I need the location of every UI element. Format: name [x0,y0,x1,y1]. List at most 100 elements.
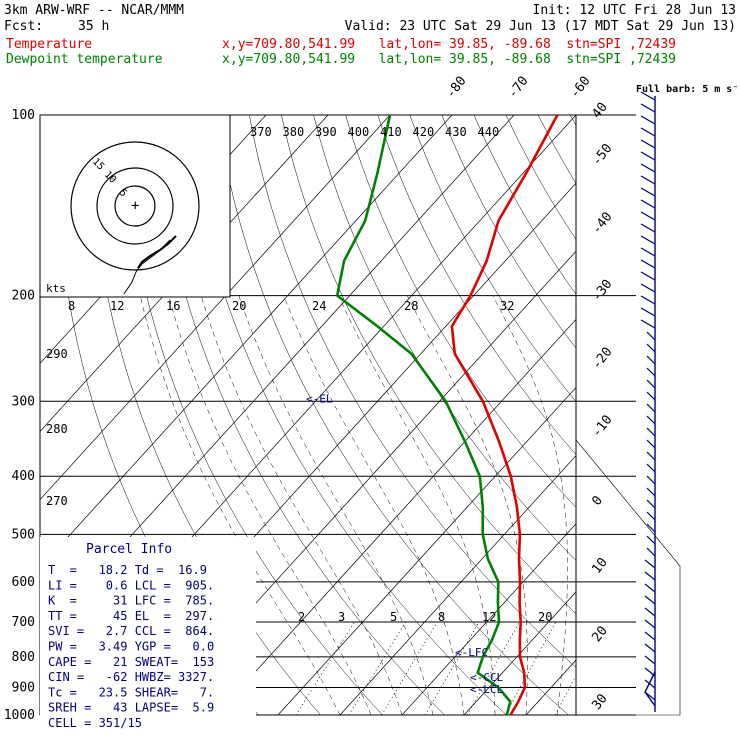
mixing-ratio-line [295,621,355,715]
model-name: 3km ARW-WRF -- NCAR/MMM [4,3,185,18]
pressure-tick-label: 300 [12,394,35,409]
parcel-info-row: SREH = 43 LAPSE= 5.9 [48,701,214,715]
wind-barb [640,163,656,173]
wind-barb [640,127,656,137]
fcst-label: Fcst: [4,19,44,34]
wind-barb [644,559,656,569]
isotherm-line [588,115,740,715]
wind-barb [640,307,656,317]
theta-label: 280 [46,422,68,436]
wind-barb [640,175,656,185]
wind-barb [644,679,656,689]
dry-adiabat [473,115,576,295]
dry-adiabat [602,115,740,715]
wind-barb [640,187,656,197]
wind-barb [640,259,656,269]
moist-adiabat [283,295,465,715]
wind-barb [646,511,656,521]
dry-adiabat [505,115,576,240]
wind-barb [646,331,656,341]
moist-adiabat [338,295,496,715]
level-marker: <-LFC [455,646,488,659]
speed-unit-label: kts [46,282,66,295]
right-panel [575,115,681,716]
theta-label: 440 [478,125,500,139]
mixing-ratio-line [424,621,480,715]
pressure-tick-label: 500 [12,527,35,542]
theta-label: 430 [445,125,467,139]
wind-barb [646,523,656,533]
isotherm-line [650,115,740,715]
moist-adiabat [238,295,434,715]
wind-barb [640,199,656,209]
pressure-tick-label: 800 [12,650,35,665]
dry-adiabat [313,115,576,561]
wind-barb [644,643,656,653]
hodograph-ring [114,185,156,227]
theta-label: 380 [283,125,305,139]
plot-frame [39,114,577,716]
dry-adiabat [216,115,569,715]
wind-barb [646,547,656,557]
speed-ring-label: 16 [166,299,180,313]
isotherm-line [40,115,391,501]
speed-ring-label: 24 [312,299,326,313]
parcel-info-row: LI = 0.6 LCL = 905. [48,578,214,592]
dry-adiabat [249,115,576,668]
isotherm-line [401,523,576,715]
wind-barb [644,583,656,593]
parcel-info-row: CELL = 351/15 [48,716,142,730]
mixing-ratio-label: 2 [298,610,305,624]
dry-adiabat [699,115,740,715]
dewpoint-location: x,y=709.80,541.99 lat,lon= 39.85, -89.68… [222,52,676,67]
hodograph-trace [137,235,177,269]
wind-barb [640,115,656,125]
pressure-tick-label: 200 [12,289,35,304]
parcel-info-row: Tc = 23.5 SHEAR= 7. [48,685,214,699]
temperature-profile [450,114,559,716]
parcel-info-row: PW = 3.49 YGP = 0.0 [48,640,214,654]
pressure-tick-label: 900 [12,681,35,696]
wind-barb [640,91,656,101]
wind-barb-low [644,671,656,707]
speed-ring-label: 20 [232,299,246,313]
wind-barb [644,607,656,617]
theta-label: 370 [250,125,272,139]
parcel-info-row: SVI = 2.7 CCL = 864. [48,624,214,638]
isotherm-label: 10 [589,555,610,577]
speed-ring-label: 28 [404,299,418,313]
mixing-ratio-label: 12 [482,610,496,624]
wind-barb [646,535,656,545]
valid-time: Valid: 23 UTC Sat 29 Jun 13 (17 MDT Sat … [344,19,736,34]
dry-adiabat [537,115,576,185]
wind-barb [640,283,656,293]
parcel-info-row: K = 31 LFC = 785. [48,594,214,608]
mixing-ratio-label: 8 [438,610,445,624]
wind-barb [646,427,656,437]
moist-adiabat [168,295,372,715]
dewpoint-legend: Dewpoint temperature [6,52,163,67]
wind-barb [640,223,656,233]
wind-barb [644,631,656,641]
wind-barb [640,295,656,305]
dry-adiabat [441,115,576,349]
mixing-ratio-line [381,621,438,715]
theta-label: 420 [413,125,435,139]
isotherm-label: -40 [589,210,615,238]
wind-barb [640,103,656,113]
wind-barb-key: Full barb: 5 m s⁻¹ [636,84,740,95]
mixing-ratio-line [466,621,520,715]
isotherm-label: 20 [589,624,610,646]
wind-barb [640,151,656,161]
wind-barb [646,343,656,353]
theta-label: 390 [315,125,337,139]
wind-barb [646,403,656,413]
wind-barbs [640,91,656,712]
wind-barb [646,463,656,473]
hodograph-ring [96,167,174,245]
theta-label: 410 [380,125,402,139]
parcel-info-row: CIN = -62 HWBZ= 3327. [48,670,214,684]
hodograph-trace-thin [123,239,171,295]
isotherm-label: -60 [567,74,593,102]
